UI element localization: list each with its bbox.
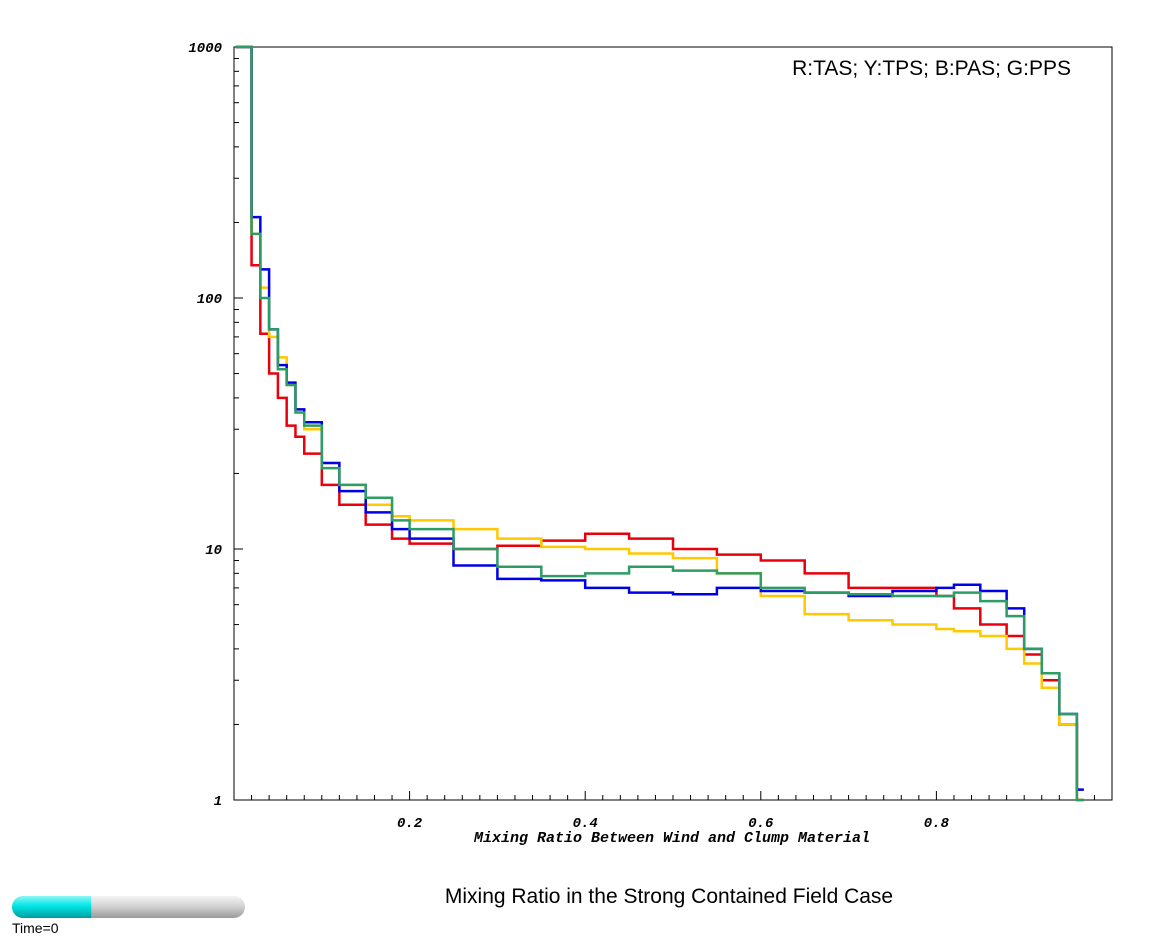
series-line-blue [235, 45, 1084, 791]
y-tick-label: 10 [205, 543, 222, 559]
x-tick-label: 0.4 [573, 816, 598, 832]
x-tick-label: 0.6 [748, 816, 774, 832]
legend-text: R:TAS; Y:TPS; B:PAS; G:PPS [792, 57, 1071, 80]
time-slider-fill [12, 896, 92, 918]
series-lines [235, 45, 1084, 802]
x-tick-label: 0.2 [397, 816, 423, 832]
series-line-yellow [235, 45, 1084, 802]
y-tick-label: 1 [214, 794, 222, 810]
x-tick-labels: 0.2 0.4 0.6 0.8 [397, 816, 950, 832]
series-line-red [235, 45, 1084, 802]
y-tick-labels: 1 10 100 1000 [188, 41, 222, 810]
plot-frame [233, 46, 1113, 801]
y-tick-label: 100 [197, 292, 222, 308]
time-slider[interactable] [12, 896, 245, 918]
y-tick-label: 1000 [188, 41, 222, 57]
x-minor-ticks [251, 791, 1095, 800]
x-axis-label: Mixing Ratio Between Wind and Clump Mate… [473, 830, 870, 847]
time-label: Time=0 [12, 920, 59, 936]
figure-caption: Mixing Ratio in the Strong Contained Fie… [445, 885, 893, 908]
y-minor-ticks [234, 46, 243, 801]
series-line-green [235, 45, 1084, 802]
x-tick-label: 0.8 [924, 816, 950, 832]
